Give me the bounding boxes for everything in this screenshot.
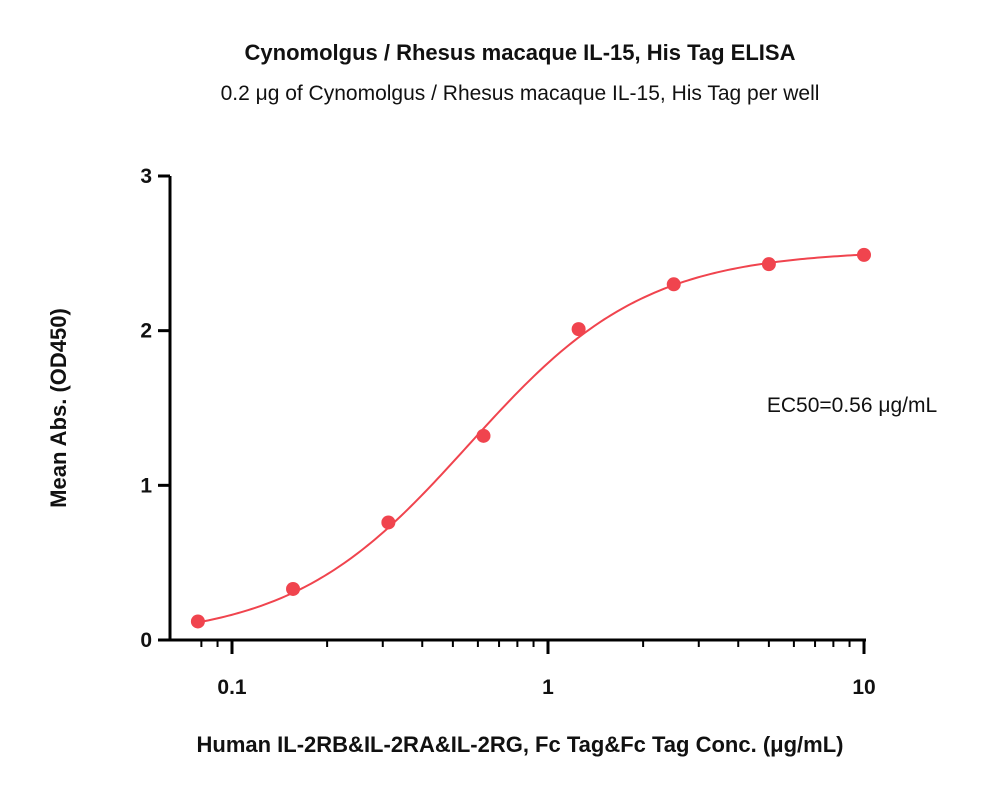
chart-title: Cynomolgus / Rhesus macaque IL-15, His T… bbox=[245, 40, 796, 65]
data-point bbox=[286, 581, 301, 596]
data-point bbox=[666, 277, 681, 292]
data-point bbox=[571, 322, 586, 337]
data-point bbox=[761, 257, 776, 272]
fit-curve-layer bbox=[197, 253, 865, 624]
y-axis: 0 1 2 3 bbox=[140, 165, 172, 652]
x-tick-label: 0.1 bbox=[217, 676, 247, 699]
y-tick-label: 1 bbox=[140, 474, 152, 497]
data-point bbox=[857, 247, 871, 262]
data-points-layer bbox=[190, 247, 871, 629]
y-axis-label: Mean Abs. (OD450) bbox=[46, 308, 71, 508]
data-point bbox=[190, 614, 205, 629]
data-point bbox=[381, 515, 396, 530]
x-tick-label: 10 bbox=[852, 676, 875, 699]
data-point bbox=[476, 428, 491, 443]
chart-subtitle: 0.2 μg of Cynomolgus / Rhesus macaque IL… bbox=[221, 82, 820, 105]
x-tick-label: 1 bbox=[542, 676, 554, 699]
y-tick-label: 3 bbox=[140, 165, 152, 188]
y-tick-label: 2 bbox=[140, 320, 152, 343]
y-tick-label: 0 bbox=[140, 629, 152, 652]
fit-curve bbox=[197, 253, 865, 624]
ec50-annotation: EC50=0.56 μg/mL bbox=[767, 394, 937, 417]
x-axis-label: Human IL-2RB&IL-2RA&IL-2RG, Fc Tag&Fc Ta… bbox=[197, 732, 844, 757]
x-axis: 0.1 1 10 bbox=[169, 638, 876, 699]
